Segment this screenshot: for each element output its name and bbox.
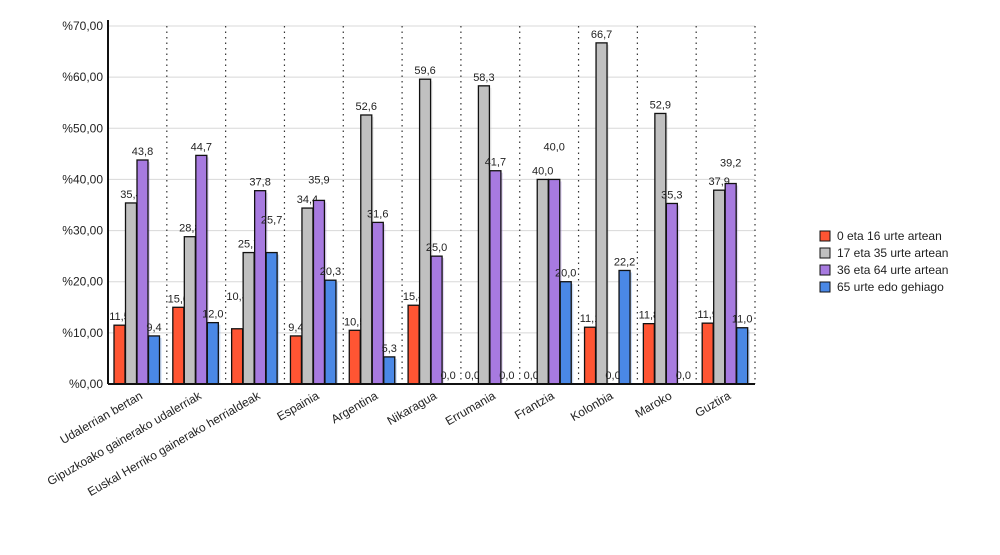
data-label: 59,6 bbox=[414, 65, 435, 77]
data-label: 25,7 bbox=[261, 215, 282, 227]
bar bbox=[583, 326, 597, 385]
x-tick-label: Errumania bbox=[443, 388, 498, 428]
bar bbox=[724, 182, 737, 385]
data-label: 11,0 bbox=[732, 314, 753, 326]
bar bbox=[477, 85, 491, 385]
x-tick-label: Argentina bbox=[329, 388, 381, 426]
legend-label: 65 urte edo gehiago bbox=[837, 280, 944, 294]
data-label: 20,0 bbox=[555, 268, 576, 280]
data-label: 0,0 bbox=[440, 370, 455, 382]
data-label: 52,6 bbox=[356, 101, 377, 113]
legend-label: 0 eta 16 urte artean bbox=[837, 229, 942, 243]
y-tick-label: %30,00 bbox=[62, 224, 103, 238]
bar bbox=[324, 279, 337, 385]
bar bbox=[654, 112, 667, 385]
bar bbox=[360, 114, 373, 385]
legend-swatch bbox=[819, 230, 831, 242]
x-tick-label: Nikaragua bbox=[385, 388, 440, 428]
data-label: 66,7 bbox=[591, 29, 612, 41]
bar bbox=[113, 324, 126, 385]
data-label: 0,0 bbox=[499, 370, 514, 382]
data-label: 0,0 bbox=[676, 370, 691, 382]
data-label: 40,0 bbox=[532, 165, 553, 177]
bar bbox=[124, 202, 138, 385]
bar bbox=[312, 199, 326, 385]
bar bbox=[618, 269, 631, 385]
bar bbox=[559, 281, 572, 385]
bar bbox=[206, 321, 219, 385]
bar bbox=[407, 304, 420, 385]
bar bbox=[383, 356, 396, 385]
legend-label: 17 eta 35 urte artean bbox=[837, 246, 948, 260]
x-tick-label: Espainia bbox=[274, 388, 321, 423]
bar bbox=[736, 327, 749, 385]
bar bbox=[430, 255, 443, 385]
y-tick-label: %10,00 bbox=[62, 326, 103, 340]
data-label: 12,0 bbox=[202, 309, 223, 321]
bar bbox=[195, 154, 208, 385]
bar bbox=[348, 329, 361, 385]
data-label: 43,8 bbox=[132, 146, 153, 158]
bar bbox=[642, 323, 656, 385]
legend-swatch bbox=[819, 281, 831, 293]
data-label: 11,5 bbox=[109, 311, 130, 323]
x-tick-label: Guztira bbox=[693, 388, 734, 420]
bar bbox=[172, 306, 185, 385]
data-label: 22,2 bbox=[614, 256, 635, 268]
data-label: 25,0 bbox=[426, 242, 447, 254]
data-label: 0,0 bbox=[524, 370, 539, 382]
data-label: 58,3 bbox=[473, 72, 494, 84]
bar bbox=[147, 335, 161, 385]
data-label: 35,3 bbox=[661, 189, 682, 201]
bar bbox=[371, 221, 384, 385]
data-label: 0,0 bbox=[465, 370, 480, 382]
bar bbox=[183, 236, 196, 385]
data-label: 35,9 bbox=[308, 174, 329, 186]
bar bbox=[548, 178, 561, 385]
legend-swatch bbox=[819, 247, 831, 259]
bar bbox=[418, 78, 432, 385]
legend-swatch bbox=[819, 264, 831, 276]
data-label: 41,7 bbox=[485, 157, 506, 169]
data-label: 52,9 bbox=[650, 99, 671, 111]
x-tick-label: Maroko bbox=[633, 388, 675, 420]
y-tick-label: %20,00 bbox=[62, 275, 103, 289]
bar bbox=[713, 189, 726, 385]
data-label: 44,7 bbox=[191, 141, 212, 153]
bar bbox=[265, 251, 278, 385]
x-tick-label: Kolonbia bbox=[568, 388, 616, 424]
data-label: 31,6 bbox=[367, 208, 388, 220]
data-label: 11,9 bbox=[697, 309, 718, 321]
bar bbox=[489, 170, 502, 385]
y-tick-label: %50,00 bbox=[62, 121, 103, 135]
bar bbox=[536, 178, 549, 385]
data-label: 11,1 bbox=[580, 313, 601, 325]
y-tick-label: %40,00 bbox=[62, 172, 103, 186]
y-tick-label: %70,00 bbox=[62, 19, 103, 33]
bar bbox=[289, 335, 303, 385]
data-label: 11,8 bbox=[639, 310, 660, 322]
data-label: 9,4 bbox=[288, 322, 303, 334]
x-tick-label: Frantzia bbox=[512, 388, 557, 422]
data-label: 9,4 bbox=[146, 322, 161, 334]
data-label: 5,3 bbox=[382, 343, 397, 355]
data-label: 40,0 bbox=[544, 141, 565, 153]
bar bbox=[595, 42, 608, 385]
bar bbox=[136, 159, 149, 385]
data-label: 0,0 bbox=[605, 370, 620, 382]
bar bbox=[301, 207, 314, 385]
data-label: 37,8 bbox=[249, 177, 270, 189]
bar bbox=[701, 322, 714, 385]
y-tick-label: %60,00 bbox=[62, 70, 103, 84]
bar bbox=[665, 202, 679, 385]
data-label: 20,3 bbox=[320, 266, 341, 278]
data-label: 39,2 bbox=[720, 158, 741, 170]
bar bbox=[242, 251, 255, 385]
legend-label: 36 eta 64 urte artean bbox=[837, 263, 948, 277]
y-tick-label: %0,00 bbox=[69, 377, 103, 391]
bar bbox=[230, 328, 244, 385]
